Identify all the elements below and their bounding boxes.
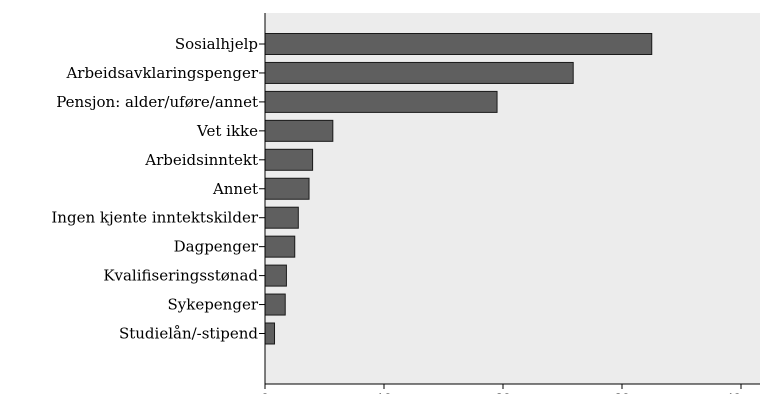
- x-tick-label: 20: [495, 390, 511, 394]
- category-label: Kvalifiseringsstønad: [103, 267, 258, 285]
- category-label: Pensjon: alder/uføre/annet: [56, 93, 258, 111]
- x-tick-label: 10: [376, 390, 392, 394]
- x-axis-ticks: 0 10 20 30 40: [261, 384, 742, 394]
- category-labels: Sosialhjelp Arbeidsavklaringspenger Pensjo…: [51, 35, 265, 343]
- category-label: Ingen kjente inntektskilder: [51, 209, 258, 227]
- x-tick-label: 0: [261, 390, 269, 394]
- category-label: Studielån/-stipend: [119, 325, 258, 343]
- x-tick-label: 30: [614, 390, 630, 394]
- x-tick-label: 40: [725, 390, 741, 394]
- bar-9: [264, 293, 286, 316]
- bar-10: [264, 322, 276, 345]
- bar-1: [264, 61, 574, 84]
- bar-6: [264, 206, 299, 229]
- category-label: Vet ikke: [196, 122, 258, 140]
- bar-5: [264, 177, 310, 200]
- category-label: Dagpenger: [174, 238, 259, 256]
- bar-7: [264, 235, 296, 258]
- bar-8: [264, 264, 287, 287]
- category-label: Sykepenger: [167, 296, 258, 314]
- bar-0: [264, 33, 653, 55]
- category-label: Annet: [212, 180, 258, 198]
- bar-4: [264, 148, 314, 171]
- category-label: Sosialhjelp: [175, 35, 258, 53]
- category-label: Arbeidsinntekt: [144, 151, 258, 169]
- bar-3: [264, 119, 334, 142]
- category-label: Arbeidsavklaringspenger: [65, 64, 258, 82]
- bar-2: [264, 90, 498, 113]
